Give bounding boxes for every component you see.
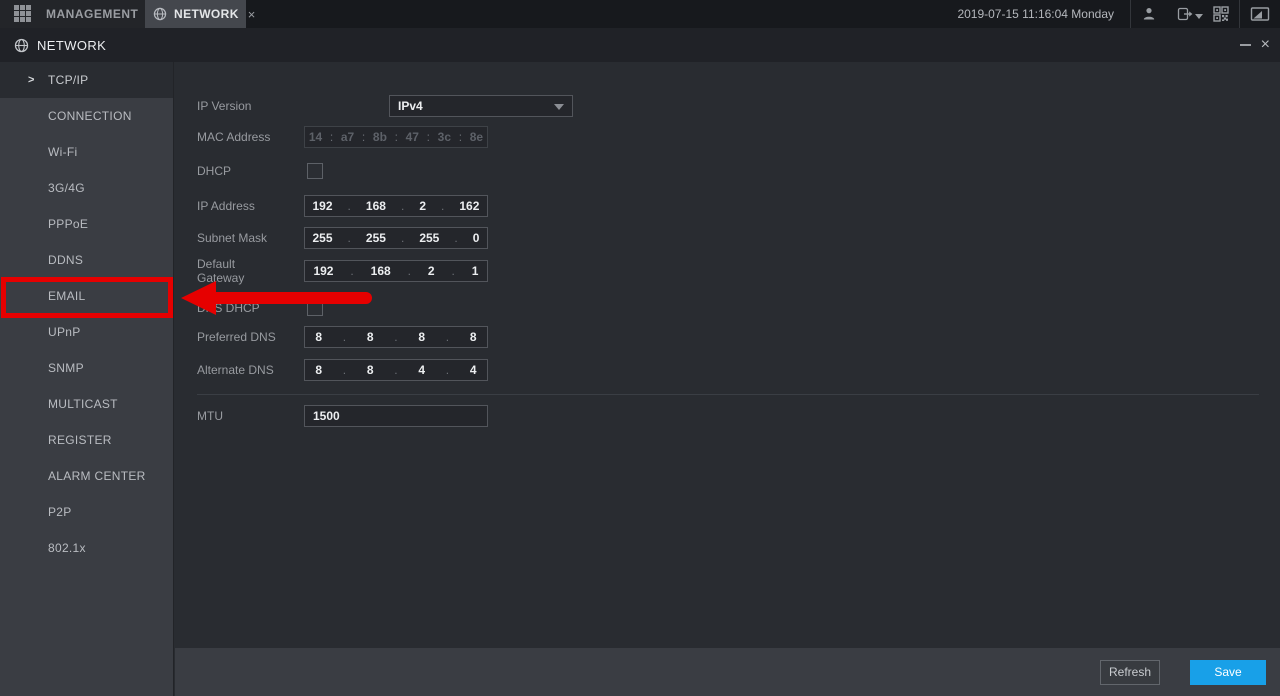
- topbar-right: 2019-07-15 11:16:04 Monday: [957, 0, 1280, 28]
- ip-address-label: IP Address: [197, 199, 255, 213]
- dhcp-label: DHCP: [197, 164, 232, 178]
- display-output-icon[interactable]: [1240, 0, 1280, 28]
- sidebar-item-label: UPnP: [48, 325, 81, 339]
- topbar: MANAGEMENT NETWORK × 2019-07-15 11:16:04…: [0, 0, 1280, 28]
- annotation-arrow: [181, 281, 373, 315]
- annotation-arrow-shaft: [214, 292, 372, 304]
- globe-icon: [14, 38, 29, 53]
- refresh-button[interactable]: Refresh: [1100, 660, 1160, 685]
- mtu-value: 1500: [313, 409, 340, 423]
- save-button[interactable]: Save: [1190, 660, 1266, 685]
- default-gateway-input[interactable]: 192. 168. 2. 1: [304, 260, 488, 282]
- tab-label: NETWORK: [174, 7, 239, 21]
- mtu-label: MTU: [197, 409, 223, 423]
- preferred-dns-input[interactable]: 8.8.8.8: [304, 326, 488, 348]
- sidebar-item-snmp[interactable]: SNMP: [0, 350, 173, 386]
- sidebar: > TCP/IP CONNECTION Wi-Fi 3G/4G PPPoE DDN…: [0, 62, 174, 696]
- annotation-arrow-head: [181, 281, 216, 315]
- ip-version-value: IPv4: [398, 99, 423, 113]
- datetime-label: 2019-07-15 11:16:04 Monday: [957, 7, 1114, 21]
- sidebar-item-ddns[interactable]: DDNS: [0, 242, 173, 278]
- annotation-highlight-box: [1, 277, 173, 318]
- mac-address-input: 14: a7:8b:47:3c:8e: [304, 126, 488, 148]
- dhcp-checkbox[interactable]: [307, 163, 323, 179]
- sidebar-item-email[interactable]: EMAIL: [0, 278, 173, 314]
- globe-icon: [153, 7, 167, 21]
- sidebar-item-3g4g[interactable]: 3G/4G: [0, 170, 173, 206]
- sidebar-item-8021x[interactable]: 802.1x: [0, 530, 173, 566]
- tab-network[interactable]: NETWORK ×: [145, 0, 255, 28]
- sidebar-item-label: Wi-Fi: [48, 145, 78, 159]
- sidebar-item-label: EMAIL: [48, 289, 86, 303]
- sidebar-item-label: TCP/IP: [48, 73, 89, 87]
- subnet-mask-label: Subnet Mask: [197, 231, 268, 245]
- sidebar-item-label: MULTICAST: [48, 397, 118, 411]
- logout-icon[interactable]: [1167, 0, 1203, 28]
- chevron-down-icon[interactable]: [1195, 13, 1203, 19]
- ip-address-input[interactable]: 192. 168. 2. 162: [304, 195, 488, 217]
- sidebar-item-upnp[interactable]: UPnP: [0, 314, 173, 350]
- sidebar-item-label: ALARM CENTER: [48, 469, 146, 483]
- sidebar-item-label: DDNS: [48, 253, 84, 267]
- ip-version-label: IP Version: [197, 99, 252, 113]
- sidebar-item-label: 3G/4G: [48, 181, 85, 195]
- sidebar-item-alarm-center[interactable]: ALARM CENTER: [0, 458, 173, 494]
- sidebar-item-label: REGISTER: [48, 433, 112, 447]
- mac-address-label: MAC Address: [197, 130, 271, 144]
- tcpip-settings-panel: IP Version IPv4 MAC Address 14: a7:8b:47:…: [175, 62, 1280, 648]
- close-icon[interactable]: ×: [1260, 36, 1270, 53]
- sidebar-item-label: PPPoE: [48, 217, 89, 231]
- sidebar-item-register[interactable]: REGISTER: [0, 422, 173, 458]
- alternate-dns-input[interactable]: 8.8.4.4: [304, 359, 488, 381]
- ip-version-select[interactable]: IPv4: [389, 95, 573, 117]
- qr-code-icon[interactable]: [1203, 0, 1239, 28]
- apps-grid-icon[interactable]: [14, 5, 32, 23]
- sidebar-item-multicast[interactable]: MULTICAST: [0, 386, 173, 422]
- sidebar-item-label: SNMP: [48, 361, 84, 375]
- footer-bar: Refresh Save: [175, 648, 1280, 696]
- sidebar-item-p2p[interactable]: P2P: [0, 494, 173, 530]
- sidebar-item-label: P2P: [48, 505, 72, 519]
- divider: [1239, 0, 1240, 28]
- minimize-icon[interactable]: [1239, 44, 1251, 46]
- section-divider: [197, 394, 1259, 395]
- divider: [1130, 0, 1131, 28]
- selected-chevron-icon: >: [28, 74, 35, 86]
- sidebar-item-label: 802.1x: [48, 541, 86, 555]
- subnet-mask-input[interactable]: 255. 255. 255. 0: [304, 227, 488, 249]
- network-window: > TCP/IP CONNECTION Wi-Fi 3G/4G PPPoE DDN…: [0, 62, 1280, 696]
- preferred-dns-label: Preferred DNS: [197, 330, 276, 344]
- sidebar-item-connection[interactable]: CONNECTION: [0, 98, 173, 134]
- sidebar-item-wifi[interactable]: Wi-Fi: [0, 134, 173, 170]
- management-label: MANAGEMENT: [46, 7, 139, 21]
- alternate-dns-label: Alternate DNS: [197, 363, 274, 377]
- chevron-down-icon: [554, 104, 564, 110]
- management-launcher[interactable]: MANAGEMENT: [0, 0, 145, 28]
- window-title: NETWORK: [37, 37, 107, 53]
- user-icon[interactable]: [1131, 0, 1167, 28]
- sidebar-item-label: CONNECTION: [48, 109, 132, 123]
- mtu-input[interactable]: 1500: [304, 405, 488, 427]
- sidebar-item-tcpip[interactable]: > TCP/IP: [0, 62, 173, 98]
- window-titlebar: NETWORK ×: [0, 28, 1280, 62]
- sidebar-item-pppoe[interactable]: PPPoE: [0, 206, 173, 242]
- tab-close-icon[interactable]: ×: [247, 6, 256, 22]
